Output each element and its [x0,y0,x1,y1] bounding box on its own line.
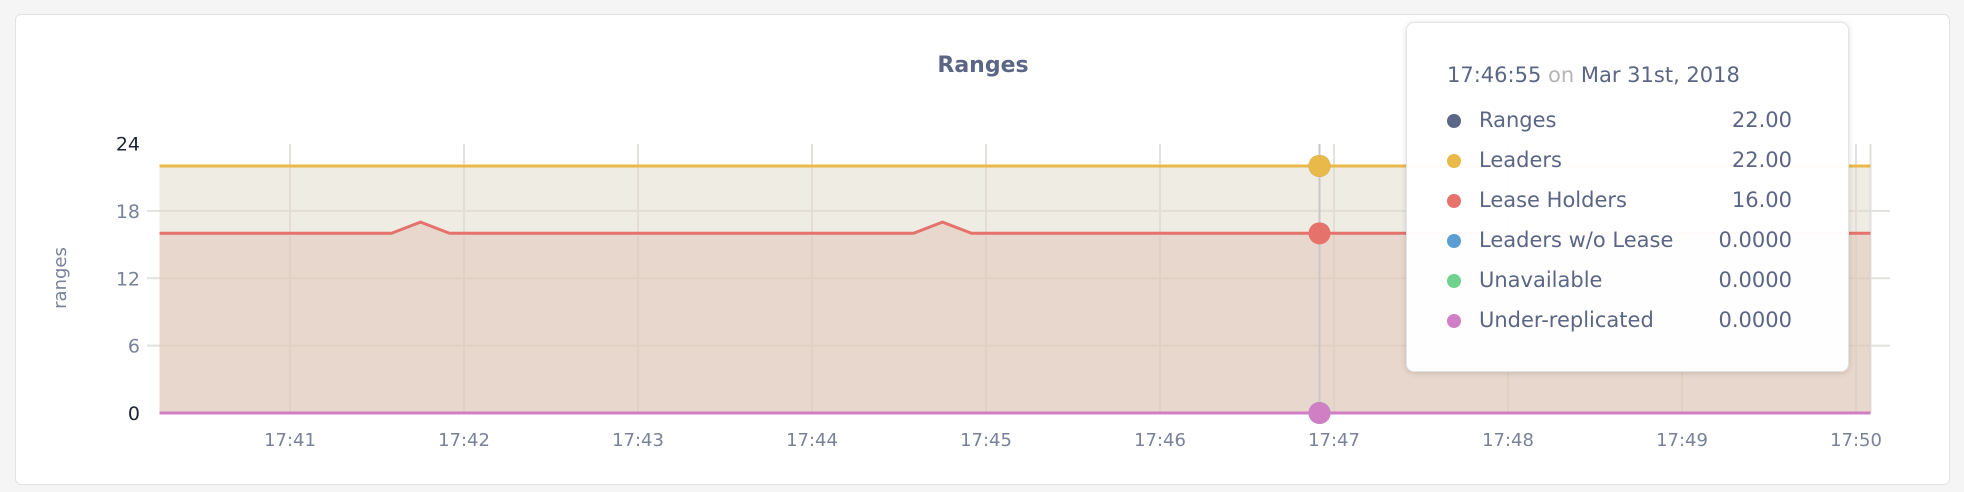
x-tick-label: 17:43 [612,430,664,451]
y-tick-label: 12 [116,268,140,290]
x-tick-label: 17:41 [264,430,316,451]
y-tick-label: 6 [128,336,140,358]
tooltip-row-label: Lease Holders [1479,188,1627,212]
tooltip-row: Ranges 22.00 [1447,103,1792,139]
tooltip-row: Leaders w/o Lease 0.0000 [1447,223,1792,259]
legend-dot-icon [1447,314,1461,328]
x-tick-label: 17:46 [1134,430,1186,451]
tooltip-header: 17:46:55 on Mar 31st, 2018 [1447,63,1740,87]
x-tick-label: 17:45 [960,430,1012,451]
tooltip: 17:46:55 on Mar 31st, 2018 Ranges 22.00 … [1406,22,1849,372]
tooltip-time: 17:46:55 [1447,63,1542,87]
tooltip-row-value: 22.00 [1731,108,1792,132]
x-tick-label: 17:44 [786,430,838,451]
y-tick-label: 18 [116,201,140,223]
x-tick-label: 17:47 [1308,430,1360,451]
y-tick-label: 0 [128,403,140,425]
tooltip-row: Lease Holders 16.00 [1447,183,1792,219]
x-tick-label: 17:48 [1482,430,1534,451]
tooltip-row-value: 0.0000 [1718,268,1792,292]
tooltip-row: Unavailable 0.0000 [1447,263,1792,299]
y-axis-label: ranges [50,247,71,309]
x-axis-ticks: 17:41 17:42 17:43 17:44 17:45 17:46 17:47 17:48… [264,430,1882,451]
tooltip-row-label: Ranges [1479,108,1557,132]
hover-marker [1308,144,1331,424]
x-tick-label: 17:49 [1656,430,1708,451]
chart-title: Ranges [937,53,1028,78]
legend-dot-icon [1447,234,1461,248]
tooltip-date: Mar 31st, 2018 [1580,63,1740,87]
legend-dot-icon [1447,114,1461,128]
lease-holders-line [159,220,1871,235]
leaders-hover-dot [1308,154,1331,177]
tooltip-row-value: 22.00 [1731,148,1792,172]
y-tick-label: 24 [116,134,140,156]
legend-dot-icon [1447,194,1461,208]
legend-dot-icon [1447,274,1461,288]
tooltip-row-label: Leaders w/o Lease [1479,228,1674,252]
tooltip-row: Under-replicated 0.0000 [1447,303,1792,339]
under-replicated-hover-dot [1308,402,1331,424]
legend-dot-icon [1447,154,1461,168]
lease-holders-hover-dot [1308,222,1331,245]
tooltip-row-label: Under-replicated [1479,308,1654,332]
tooltip-row: Leaders 22.00 [1447,143,1792,179]
tooltip-row-value: 16.00 [1731,188,1792,212]
x-tick-label: 17:42 [438,430,490,451]
x-tick-label: 17:50 [1830,430,1882,451]
tooltip-row-label: Leaders [1479,148,1562,172]
tooltip-on: on [1548,63,1575,87]
y-axis-ticks: 0 6 12 18 24 [116,134,140,426]
tooltip-row-value: 0.0000 [1718,228,1792,252]
tooltip-row-value: 0.0000 [1718,308,1792,332]
tooltip-row-label: Unavailable [1479,268,1603,292]
